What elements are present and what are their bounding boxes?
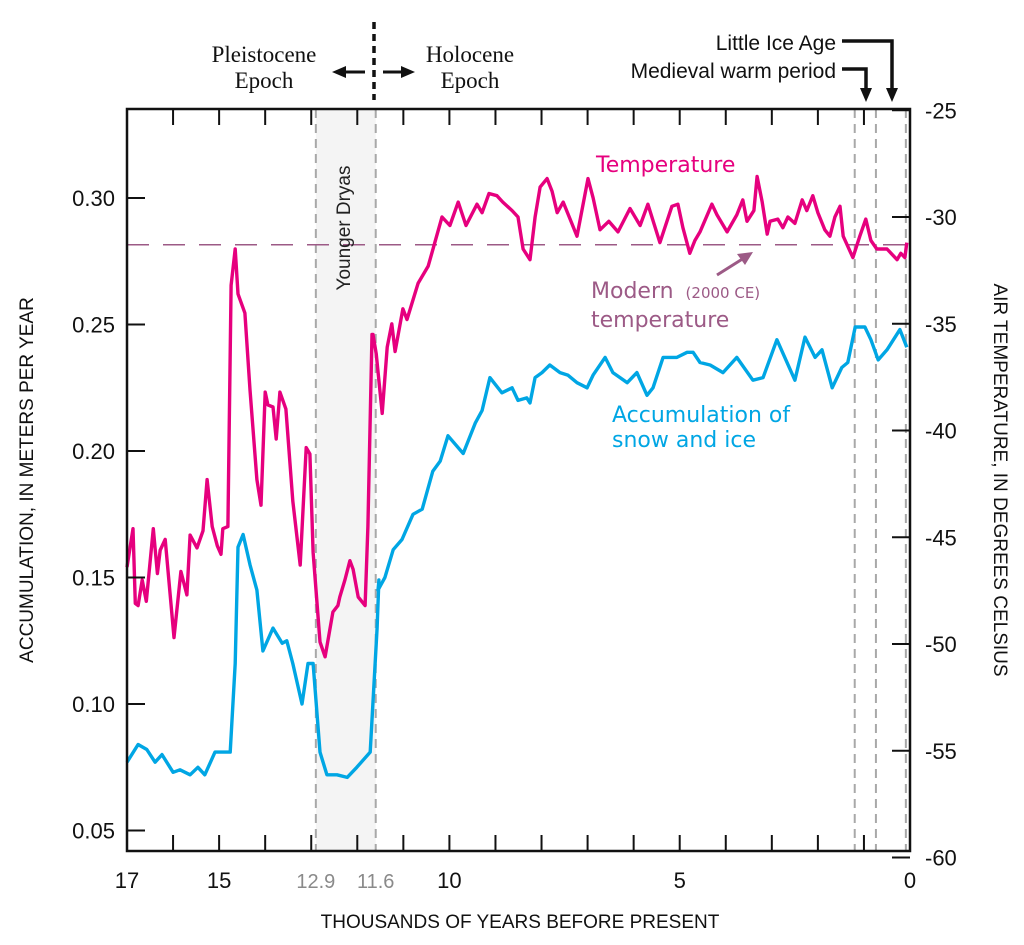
right-tick-label: -60 [925, 846, 957, 871]
modern-word: Modern [591, 279, 674, 304]
temperature-label: Temperature [595, 153, 735, 178]
holocene-label-line2: Epoch [441, 68, 500, 93]
modern-arrow-icon [716, 252, 753, 277]
x-tick-label: 10 [437, 868, 461, 893]
x-tick-label: 17 [115, 868, 139, 893]
right-tick-label: -40 [925, 419, 957, 444]
younger-dryas-label: Younger Dryas [334, 166, 355, 291]
x-tick-label: 0 [904, 868, 916, 893]
x-tick-label: 11.6 [357, 871, 394, 893]
x-tick-label: 5 [674, 868, 686, 893]
temperature-series-line [125, 174, 909, 659]
pleistocene-label-line1: Pleistocene [212, 42, 317, 67]
plot-frame [125, 107, 912, 853]
arrow-right-icon [383, 66, 415, 78]
right-tick-label: -35 [925, 312, 957, 337]
medieval-warm-period-label: Medieval warm period [631, 60, 836, 83]
right-tick-label: -55 [925, 739, 957, 764]
medieval-warm-arrow-icon [842, 67, 872, 102]
left-tick-label: 0.20 [72, 439, 115, 464]
little-ice-age-arrow-icon [842, 39, 898, 102]
series-layer [125, 174, 909, 780]
arrow-left-icon [332, 66, 365, 78]
left-tick-label: 0.15 [72, 566, 115, 591]
x-tick-label: 15 [207, 868, 231, 893]
modern-temperature-label-line1: Modern (2000 CE) [591, 279, 760, 304]
accumulation-label-line2: snow and ice [612, 428, 756, 453]
left-tick-label: 0.10 [72, 692, 115, 717]
modern-temperature-label-line2: temperature [591, 308, 729, 333]
x-tick-label: 12.9 [296, 871, 335, 893]
pleistocene-label-line2: Epoch [235, 68, 294, 93]
younger-dryas-band [315, 109, 376, 851]
right-tick-label: -30 [925, 205, 957, 230]
left-tick-label: 0.05 [72, 819, 115, 844]
x-axis-title: THOUSANDS OF YEARS BEFORE PRESENT [321, 912, 720, 933]
right-tick-label: -45 [925, 525, 957, 550]
left-axis-title: ACCUMULATION, IN METERS PER YEAR [17, 297, 38, 663]
axis-layer: 17 15 12.9 11.6 10 5 0 0.30 0.25 0.20 0.15 0.10 0.05… [72, 98, 957, 893]
little-ice-age-label: Little Ice Age [716, 32, 836, 55]
left-tick-label: 0.25 [72, 313, 115, 338]
right-tick-label: -25 [925, 98, 957, 123]
left-tick-label: 0.30 [72, 186, 115, 211]
background-layer [127, 109, 910, 851]
modern-year: (2000 CE) [686, 284, 761, 302]
accumulation-label-line1: Accumulation of [612, 403, 791, 428]
accumulation-series-line [125, 325, 909, 780]
right-axis-title: AIR TEMPERATURE, IN DEGREES CELSIUS [989, 283, 1010, 676]
right-tick-label: -50 [925, 632, 957, 657]
holocene-label-line1: Holocene [426, 42, 514, 67]
